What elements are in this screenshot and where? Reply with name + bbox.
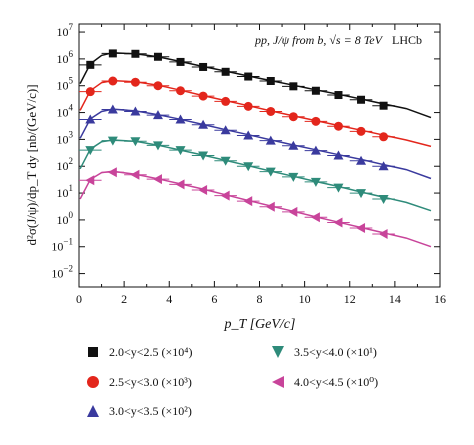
series-4-point (310, 212, 320, 223)
x-tick-label: 16 (434, 292, 446, 306)
series-1-point (221, 96, 231, 106)
x-tick-label: 12 (344, 292, 356, 306)
plot-frame (78, 23, 441, 288)
series-0-point (221, 67, 230, 76)
series-1-point (176, 86, 186, 96)
x-tick-label: 4 (166, 292, 172, 306)
annotation-experiment: LHCb (392, 33, 422, 47)
plot-area: 0 2 4 6 8 10 12 14 16 107 106 105 104 103 102 101 100 10−… (51, 22, 446, 306)
series-2-point (378, 161, 389, 171)
series-3-point (356, 189, 367, 199)
y-tick-label: 10−2 (51, 264, 73, 281)
series-0-point (108, 49, 117, 58)
series-0-point (311, 86, 320, 95)
series-2-point (288, 140, 299, 150)
series-4-fit-curve (79, 170, 432, 248)
series-3-point (310, 177, 321, 187)
series-3-point (107, 136, 118, 146)
series-0-point (244, 72, 253, 81)
series-1-point (311, 116, 321, 126)
series-1-point (243, 101, 253, 111)
series-0-point (153, 52, 162, 61)
y-tick-label: 100 (57, 210, 74, 227)
series-3-point (243, 162, 254, 172)
y-tick-label: 101 (57, 183, 74, 200)
y-tick-label: 105 (57, 76, 74, 93)
series-4-point (243, 196, 253, 207)
series-0-point (334, 91, 343, 100)
annotation-process: pp, J/ψ from b, √s = 8 TeV (254, 33, 384, 47)
series-0-point (131, 49, 140, 58)
series-0-point (266, 76, 275, 85)
series-4-point (288, 206, 298, 217)
series-2-point (107, 104, 118, 114)
series-3-point (152, 141, 163, 151)
series-2-point (243, 130, 254, 140)
y-tick-label: 10−1 (51, 237, 73, 254)
series-4-point (198, 185, 208, 196)
series-3-point (198, 151, 209, 161)
series-0-point (379, 101, 388, 110)
series-4-point (378, 228, 388, 239)
series-3-point (378, 195, 389, 205)
series-2-point (333, 150, 344, 160)
x-tick-label: 0 (76, 292, 82, 306)
x-axis-label: p_T [GeV/c] (224, 317, 296, 332)
series-2-point (85, 114, 96, 124)
series-1-point (130, 77, 140, 87)
series-2-point (220, 125, 231, 135)
x-tick-label: 6 (211, 292, 217, 306)
series-1-point (333, 121, 343, 131)
series-2-point (265, 135, 276, 145)
series-4-point (356, 222, 366, 233)
y-tick-label: 102 (57, 156, 74, 173)
series-2-point (198, 119, 209, 129)
series-1-point (108, 76, 118, 86)
x-tick-label: 8 (257, 292, 263, 306)
series-1-point (288, 112, 298, 122)
y-tick-label: 107 (57, 22, 74, 39)
series-3-point (85, 146, 96, 156)
series-1-point (153, 81, 163, 91)
series-0-point (86, 60, 95, 69)
series-2-point (130, 106, 141, 116)
series-4-point (175, 179, 185, 190)
series-4-point (107, 167, 117, 178)
series-0-point (289, 82, 298, 91)
x-tick-label: 2 (121, 292, 127, 306)
series-1-point (198, 91, 208, 101)
series-4-point (220, 190, 230, 201)
series-3-point (130, 137, 141, 147)
series-3-point (265, 167, 276, 177)
series-1-point (356, 126, 366, 136)
x-tick-label: 10 (299, 292, 311, 306)
series-4-point (130, 169, 140, 180)
y-tick-label: 103 (57, 129, 74, 146)
series-2-point (310, 145, 321, 155)
series-3-point (333, 183, 344, 193)
series-2-point (152, 110, 163, 120)
series-1-point (379, 132, 389, 142)
series-3-point (288, 172, 299, 182)
series-0-point (357, 95, 366, 104)
series-4-point (152, 174, 162, 185)
series-1-point (85, 87, 95, 97)
series-0-point (199, 62, 208, 71)
series-1-point (266, 106, 276, 116)
y-tick-label: 106 (57, 49, 74, 66)
series-0-point (176, 57, 185, 66)
series-4-point (85, 175, 95, 186)
series-4-point (265, 201, 275, 212)
series-4-point (333, 217, 343, 228)
x-tick-label: 14 (389, 292, 401, 306)
series-3-point (175, 146, 186, 156)
y-tick-label: 104 (57, 103, 74, 120)
series-3-point (220, 156, 231, 166)
series-2-point (356, 155, 367, 165)
series-2-point (175, 114, 186, 124)
y-axis-label: d²σ(J/ψ)/dp_T dy [nb/(GeV/c)] (24, 84, 39, 245)
